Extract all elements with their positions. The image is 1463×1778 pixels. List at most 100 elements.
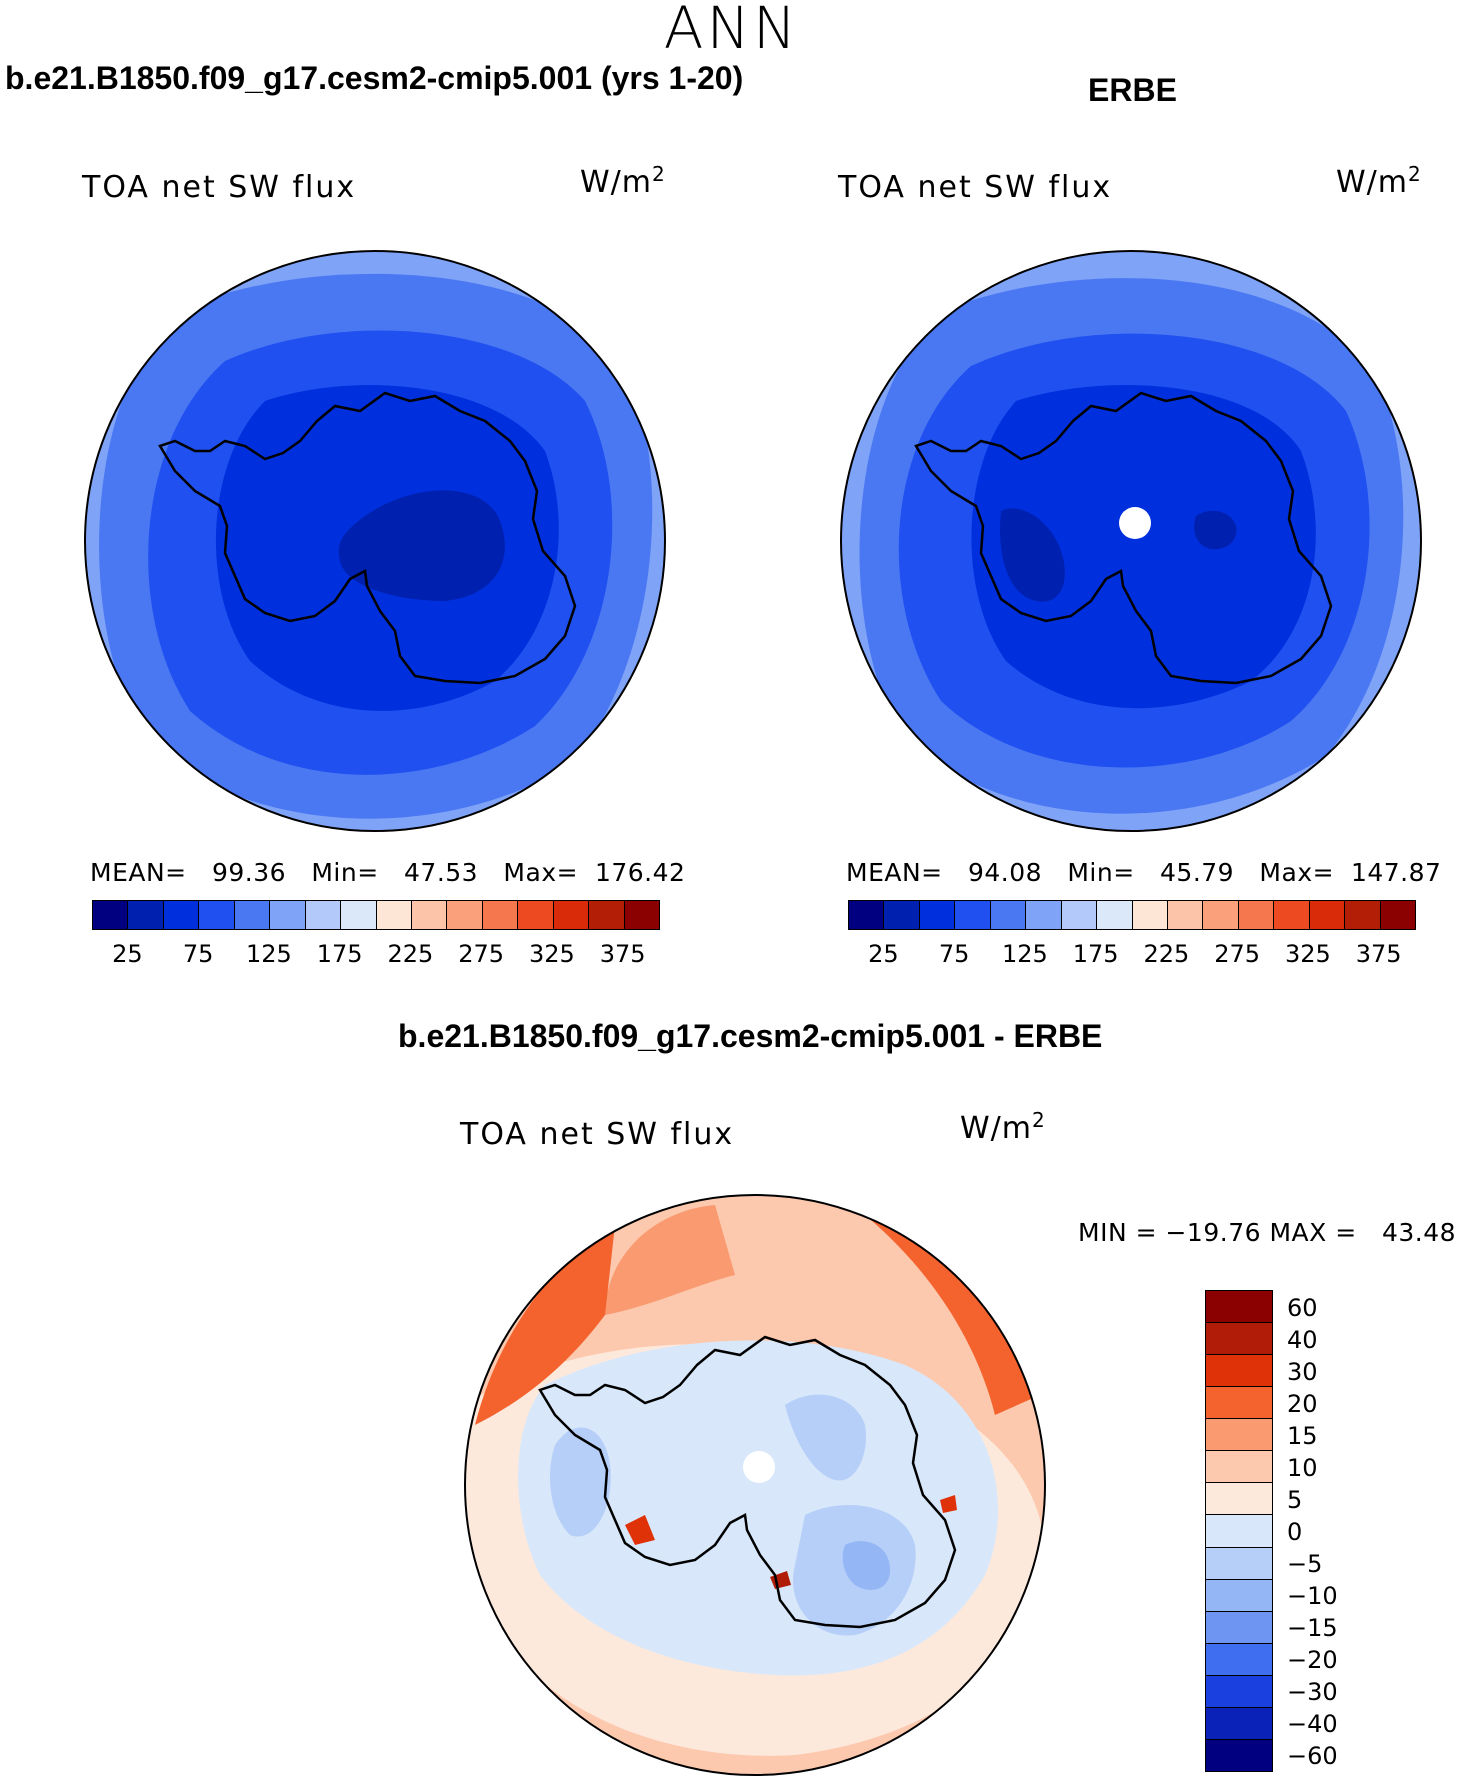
- diff-panel-title: b.e21.B1850.f09_g17.cesm2-cmip5.001 - ER…: [398, 1018, 1103, 1054]
- colorbar-swatch: [1061, 901, 1098, 929]
- colorbar-swatch: [1274, 901, 1310, 929]
- colorbar-swatch: [1206, 1483, 1272, 1516]
- colorbar-tick-label: 325: [1284, 940, 1331, 968]
- colorbar-swatch: [1206, 1547, 1272, 1580]
- colorbar-swatch: [1206, 1323, 1272, 1356]
- colorbar-swatch: [518, 901, 554, 929]
- colorbar-swatch: [411, 901, 448, 929]
- diff-stats: MIN = −19.76 MAX = 43.48: [1078, 1218, 1457, 1247]
- colorbar-swatch: [1206, 1675, 1272, 1708]
- colorbar-swatch: [341, 901, 377, 929]
- colorbar-tick-label: 125: [1001, 940, 1048, 968]
- obs-colorbar-ticks: 25 75 125 175 225 275 325 375: [848, 940, 1414, 970]
- colorbar-tick-label: 40: [1287, 1325, 1318, 1354]
- colorbar-swatch: [624, 901, 659, 929]
- colorbar-swatch: [305, 901, 342, 929]
- model-colorbar: [92, 900, 660, 930]
- colorbar-tick-label: 225: [387, 940, 434, 968]
- colorbar-swatch: [955, 901, 991, 929]
- colorbar-tick-label: 25: [868, 940, 899, 968]
- colorbar-swatch: [199, 901, 235, 929]
- colorbar-swatch: [553, 901, 590, 929]
- colorbar-tick-label: 15: [1287, 1421, 1318, 1450]
- colorbar-tick-label: 60: [1287, 1293, 1318, 1322]
- colorbar-swatch: [1097, 901, 1133, 929]
- colorbar-tick-label: 10: [1287, 1453, 1318, 1482]
- colorbar-tick-label: 375: [599, 940, 646, 968]
- colorbar-swatch: [1206, 1515, 1272, 1548]
- colorbar-tick-label: 225: [1143, 940, 1190, 968]
- colorbar-swatch: [1167, 901, 1204, 929]
- colorbar-swatch: [1206, 1451, 1272, 1484]
- colorbar-swatch: [849, 901, 885, 929]
- colorbar-tick-label: −10: [1287, 1581, 1338, 1610]
- colorbar-swatch: [1206, 1291, 1272, 1324]
- obs-colorbar: [848, 900, 1416, 930]
- colorbar-swatch: [482, 901, 519, 929]
- colorbar-swatch: [163, 901, 200, 929]
- colorbar-tick-label: −60: [1287, 1741, 1338, 1770]
- colorbar-swatch: [1206, 1739, 1272, 1771]
- model-stats: MEAN= 99.36 Min= 47.53 Max= 176.42: [90, 858, 686, 887]
- colorbar-swatch: [919, 901, 956, 929]
- colorbar-swatch: [234, 901, 271, 929]
- colorbar-tick-label: 25: [112, 940, 143, 968]
- colorbar-swatch: [376, 901, 412, 929]
- model-colorbar-ticks: 25 75 125 175 225 275 325 375: [92, 940, 658, 970]
- colorbar-tick-label: 175: [1072, 940, 1119, 968]
- obs-stats: MEAN= 94.08 Min= 45.79 Max= 147.87: [846, 858, 1442, 887]
- colorbar-swatch: [1206, 1643, 1272, 1676]
- colorbar-tick-label: 75: [182, 940, 214, 968]
- colorbar-swatch: [1380, 901, 1415, 929]
- colorbar-tick-label: 0: [1287, 1517, 1303, 1546]
- colorbar-swatch: [1206, 1355, 1272, 1388]
- colorbar-tick-label: −40: [1287, 1709, 1338, 1738]
- colorbar-swatch: [884, 901, 920, 929]
- colorbar-tick-label: 5: [1287, 1485, 1303, 1514]
- model-polar-map: [84, 250, 666, 832]
- colorbar-tick-label: 375: [1355, 940, 1402, 968]
- obs-polar-map: [840, 250, 1422, 832]
- colorbar-tick-label: 20: [1287, 1389, 1318, 1418]
- obs-variable-label: TOA net SW flux: [838, 170, 1113, 205]
- colorbar-tick-label: 325: [528, 940, 575, 968]
- obs-units-label: W/m2: [1336, 162, 1422, 200]
- colorbar-swatch: [1309, 901, 1346, 929]
- colorbar-swatch: [1345, 901, 1381, 929]
- colorbar-swatch: [1206, 1387, 1272, 1420]
- colorbar-tick-label: 175: [316, 940, 363, 968]
- diff-colorbar: [1205, 1290, 1273, 1772]
- colorbar-tick-label: 75: [938, 940, 970, 968]
- colorbar-tick-label: −5: [1287, 1549, 1323, 1578]
- diff-variable-label: TOA net SW flux: [460, 1117, 735, 1152]
- diff-units-label: W/m2: [960, 1108, 1046, 1146]
- colorbar-swatch: [990, 901, 1027, 929]
- colorbar-swatch: [1206, 1611, 1272, 1644]
- model-units-label: W/m2: [580, 162, 666, 200]
- colorbar-tick-label: 125: [245, 940, 292, 968]
- colorbar-swatch: [1206, 1579, 1272, 1612]
- model-variable-label: TOA net SW flux: [82, 170, 357, 205]
- colorbar-tick-label: 30: [1287, 1357, 1318, 1386]
- colorbar-swatch: [1026, 901, 1062, 929]
- diff-polar-map: [464, 1194, 1046, 1776]
- colorbar-tick-label: −30: [1287, 1677, 1338, 1706]
- obs-panel-title: ERBE: [1088, 72, 1177, 108]
- colorbar-swatch: [589, 901, 625, 929]
- season-title: ANN: [663, 0, 800, 62]
- colorbar-swatch: [1206, 1707, 1272, 1740]
- colorbar-swatch: [1238, 901, 1275, 929]
- colorbar-swatch: [1132, 901, 1168, 929]
- colorbar-swatch: [1206, 1419, 1272, 1452]
- colorbar-tick-label: 275: [1214, 940, 1261, 968]
- colorbar-tick-label: −20: [1287, 1645, 1338, 1674]
- diff-colorbar-ticks: 60 40 30 20 15 10 5 0 −5 −10 −15 −20 −30 −40 −60: [1287, 1290, 1367, 1770]
- colorbar-tick-label: −15: [1287, 1613, 1338, 1642]
- colorbar-swatch: [93, 901, 129, 929]
- colorbar-swatch: [1203, 901, 1239, 929]
- colorbar-swatch: [447, 901, 483, 929]
- colorbar-tick-label: 275: [458, 940, 505, 968]
- colorbar-swatch: [128, 901, 164, 929]
- model-panel-title: b.e21.B1850.f09_g17.cesm2-cmip5.001 (yrs…: [5, 60, 744, 96]
- colorbar-swatch: [270, 901, 306, 929]
